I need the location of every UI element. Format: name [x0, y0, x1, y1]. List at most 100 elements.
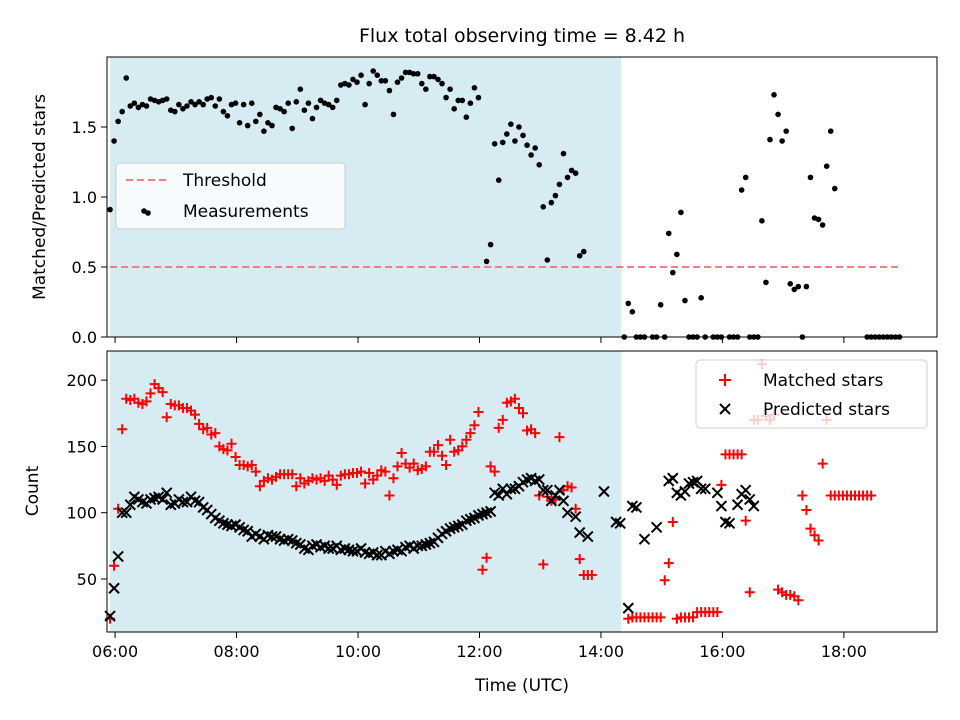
- measurement-point: [508, 121, 514, 127]
- bottom-x-tick-label: 08:00: [214, 642, 260, 661]
- measurement-point: [678, 209, 684, 216]
- measurement-point: [281, 108, 287, 115]
- predicted-star-point: [120, 507, 132, 519]
- predicted-star-point: [112, 550, 124, 563]
- measurement-point: [763, 279, 769, 286]
- matched-star-point: [331, 479, 342, 490]
- measurement-point: [815, 216, 822, 223]
- matched-star-point: [538, 559, 549, 570]
- measurement-point: [317, 97, 324, 104]
- matched-stars-points: [105, 359, 877, 624]
- matched-star-point: [445, 434, 456, 445]
- predicted-star-point: [161, 487, 173, 499]
- measurement-point: [386, 87, 393, 94]
- bottom-y-tick-label: 50: [77, 570, 97, 589]
- matched-star-point: [554, 432, 565, 443]
- measurement-point: [135, 104, 142, 111]
- measurement-point: [775, 111, 781, 118]
- measurement-point: [463, 114, 470, 120]
- measurement-point: [200, 101, 206, 108]
- bottom-x-tick-label: 14:00: [578, 642, 624, 661]
- predicted-star-point: [667, 472, 679, 484]
- measurement-point: [297, 86, 304, 92]
- measurement-point: [783, 128, 789, 134]
- matched-star-point: [287, 469, 298, 480]
- predicted-stars-points: [104, 472, 760, 622]
- matched-star-point: [793, 595, 804, 606]
- measurement-point: [495, 177, 502, 183]
- matched-star-point: [190, 409, 201, 420]
- matched-star-point: [364, 467, 375, 478]
- predicted-stars-legend-label: Predicted stars: [763, 400, 890, 420]
- measurement-point: [172, 108, 178, 115]
- bottom-y-ticks: 50 100 150 200: [66, 371, 107, 589]
- measurement-point: [698, 295, 704, 301]
- measurement-points: [107, 68, 903, 340]
- predicted-star-point: [537, 484, 549, 496]
- bottom-legend-box: [695, 359, 928, 429]
- measurement-point: [759, 218, 765, 224]
- measurement-point: [629, 309, 636, 315]
- matched-star-point: [473, 406, 484, 417]
- measurement-point: [370, 68, 377, 74]
- measurement-point: [410, 71, 417, 77]
- matched-star-point: [465, 428, 476, 439]
- measurement-point: [552, 192, 559, 199]
- measurement-point: [670, 269, 676, 276]
- measurement-point: [350, 76, 356, 83]
- measurement-point: [240, 101, 247, 108]
- measurement-point: [528, 152, 534, 158]
- bottom-legend: Matched stars Predicted stars: [695, 359, 928, 429]
- figure-title: Flux total observing time = 8.42 h: [359, 25, 685, 47]
- predicted-star-point: [505, 483, 517, 495]
- predicted-star-point: [630, 501, 643, 514]
- measurement-point: [819, 222, 826, 228]
- predicted-star-point: [695, 483, 707, 495]
- matched-star-point: [518, 408, 529, 419]
- measurement-point: [224, 113, 231, 119]
- matched-star-point: [420, 461, 431, 472]
- measurement-point: [402, 69, 409, 76]
- top-legend-box: [115, 162, 346, 230]
- bottom-plot-frame: [106, 350, 938, 633]
- predicted-star-point: [638, 533, 651, 545]
- matched-star-point: [392, 461, 403, 472]
- measurement-point: [504, 131, 510, 137]
- bottom-y-tick-label: 150: [66, 437, 97, 456]
- measurement-point: [767, 136, 773, 143]
- matched-star-point: [157, 387, 168, 398]
- matched-star-point: [461, 434, 472, 445]
- measurement-point: [220, 108, 227, 115]
- measurement-point: [512, 138, 518, 144]
- matched-star-point: [457, 441, 468, 452]
- measurement-point: [196, 99, 202, 105]
- measurement-point: [261, 128, 267, 134]
- matched-star-point: [744, 587, 755, 598]
- predicted-star-point: [156, 493, 169, 506]
- measurement-point: [236, 120, 243, 126]
- measurement-point: [580, 248, 587, 255]
- bottom-x-tick-label: 16:00: [699, 642, 745, 661]
- measurement-point: [532, 145, 538, 151]
- matched-star-point: [513, 402, 524, 413]
- measurement-point: [516, 124, 522, 130]
- matched-star-point: [566, 482, 577, 493]
- measurement-point: [362, 101, 368, 108]
- measurement-point: [333, 97, 340, 104]
- matched-star-point: [736, 449, 747, 460]
- measurement-point: [184, 103, 190, 109]
- measurement-point: [374, 72, 381, 78]
- matched-star-point: [222, 445, 233, 456]
- measurement-point: [115, 118, 121, 125]
- matched-star-point: [360, 478, 371, 489]
- predicted-stars-legend-swatch: [719, 403, 731, 415]
- measurement-point: [269, 122, 275, 129]
- measurement-point: [556, 181, 563, 188]
- matched-star-point: [481, 552, 492, 563]
- matched-star-point: [319, 475, 330, 486]
- measurement-point: [180, 106, 186, 112]
- matched-star-point: [477, 564, 488, 575]
- bottom-x-tick-label: 18:00: [821, 642, 867, 661]
- measurement-point: [491, 141, 498, 147]
- matched-star-point: [797, 490, 808, 501]
